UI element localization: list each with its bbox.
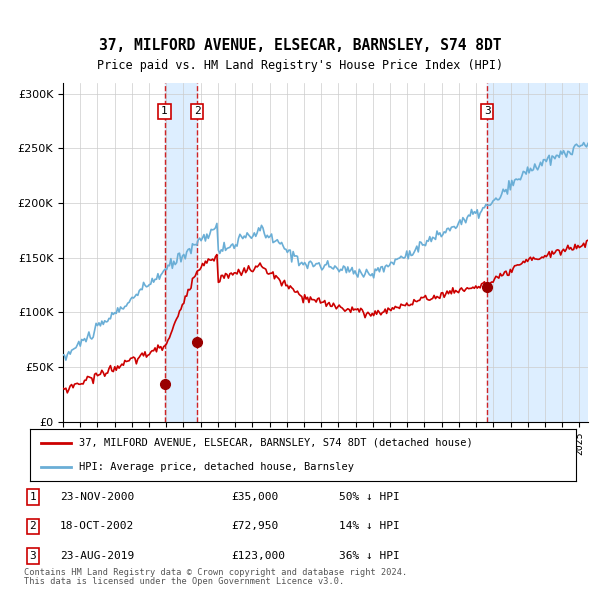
Text: 37, MILFORD AVENUE, ELSECAR, BARNSLEY, S74 8DT (detached house): 37, MILFORD AVENUE, ELSECAR, BARNSLEY, S… <box>79 438 473 448</box>
Text: Price paid vs. HM Land Registry's House Price Index (HPI): Price paid vs. HM Land Registry's House … <box>97 59 503 72</box>
Bar <box>487 83 588 422</box>
Text: £123,000: £123,000 <box>231 551 285 560</box>
Text: 3: 3 <box>29 551 37 560</box>
Text: £35,000: £35,000 <box>231 492 278 502</box>
Text: 2: 2 <box>29 522 37 531</box>
Text: £72,950: £72,950 <box>231 522 278 531</box>
Bar <box>164 83 197 422</box>
Text: HPI: Average price, detached house, Barnsley: HPI: Average price, detached house, Barn… <box>79 462 354 472</box>
Text: 23-AUG-2019: 23-AUG-2019 <box>60 551 134 560</box>
Text: 23-NOV-2000: 23-NOV-2000 <box>60 492 134 502</box>
Text: 14% ↓ HPI: 14% ↓ HPI <box>339 522 400 531</box>
Text: 18-OCT-2002: 18-OCT-2002 <box>60 522 134 531</box>
Text: 2: 2 <box>194 106 200 116</box>
Text: 37, MILFORD AVENUE, ELSECAR, BARNSLEY, S74 8DT: 37, MILFORD AVENUE, ELSECAR, BARNSLEY, S… <box>99 38 501 53</box>
Text: 1: 1 <box>161 106 168 116</box>
Text: 50% ↓ HPI: 50% ↓ HPI <box>339 492 400 502</box>
Text: Contains HM Land Registry data © Crown copyright and database right 2024.: Contains HM Land Registry data © Crown c… <box>24 568 407 577</box>
Text: 36% ↓ HPI: 36% ↓ HPI <box>339 551 400 560</box>
Text: 3: 3 <box>484 106 491 116</box>
Text: This data is licensed under the Open Government Licence v3.0.: This data is licensed under the Open Gov… <box>24 578 344 586</box>
Text: 1: 1 <box>29 492 37 502</box>
